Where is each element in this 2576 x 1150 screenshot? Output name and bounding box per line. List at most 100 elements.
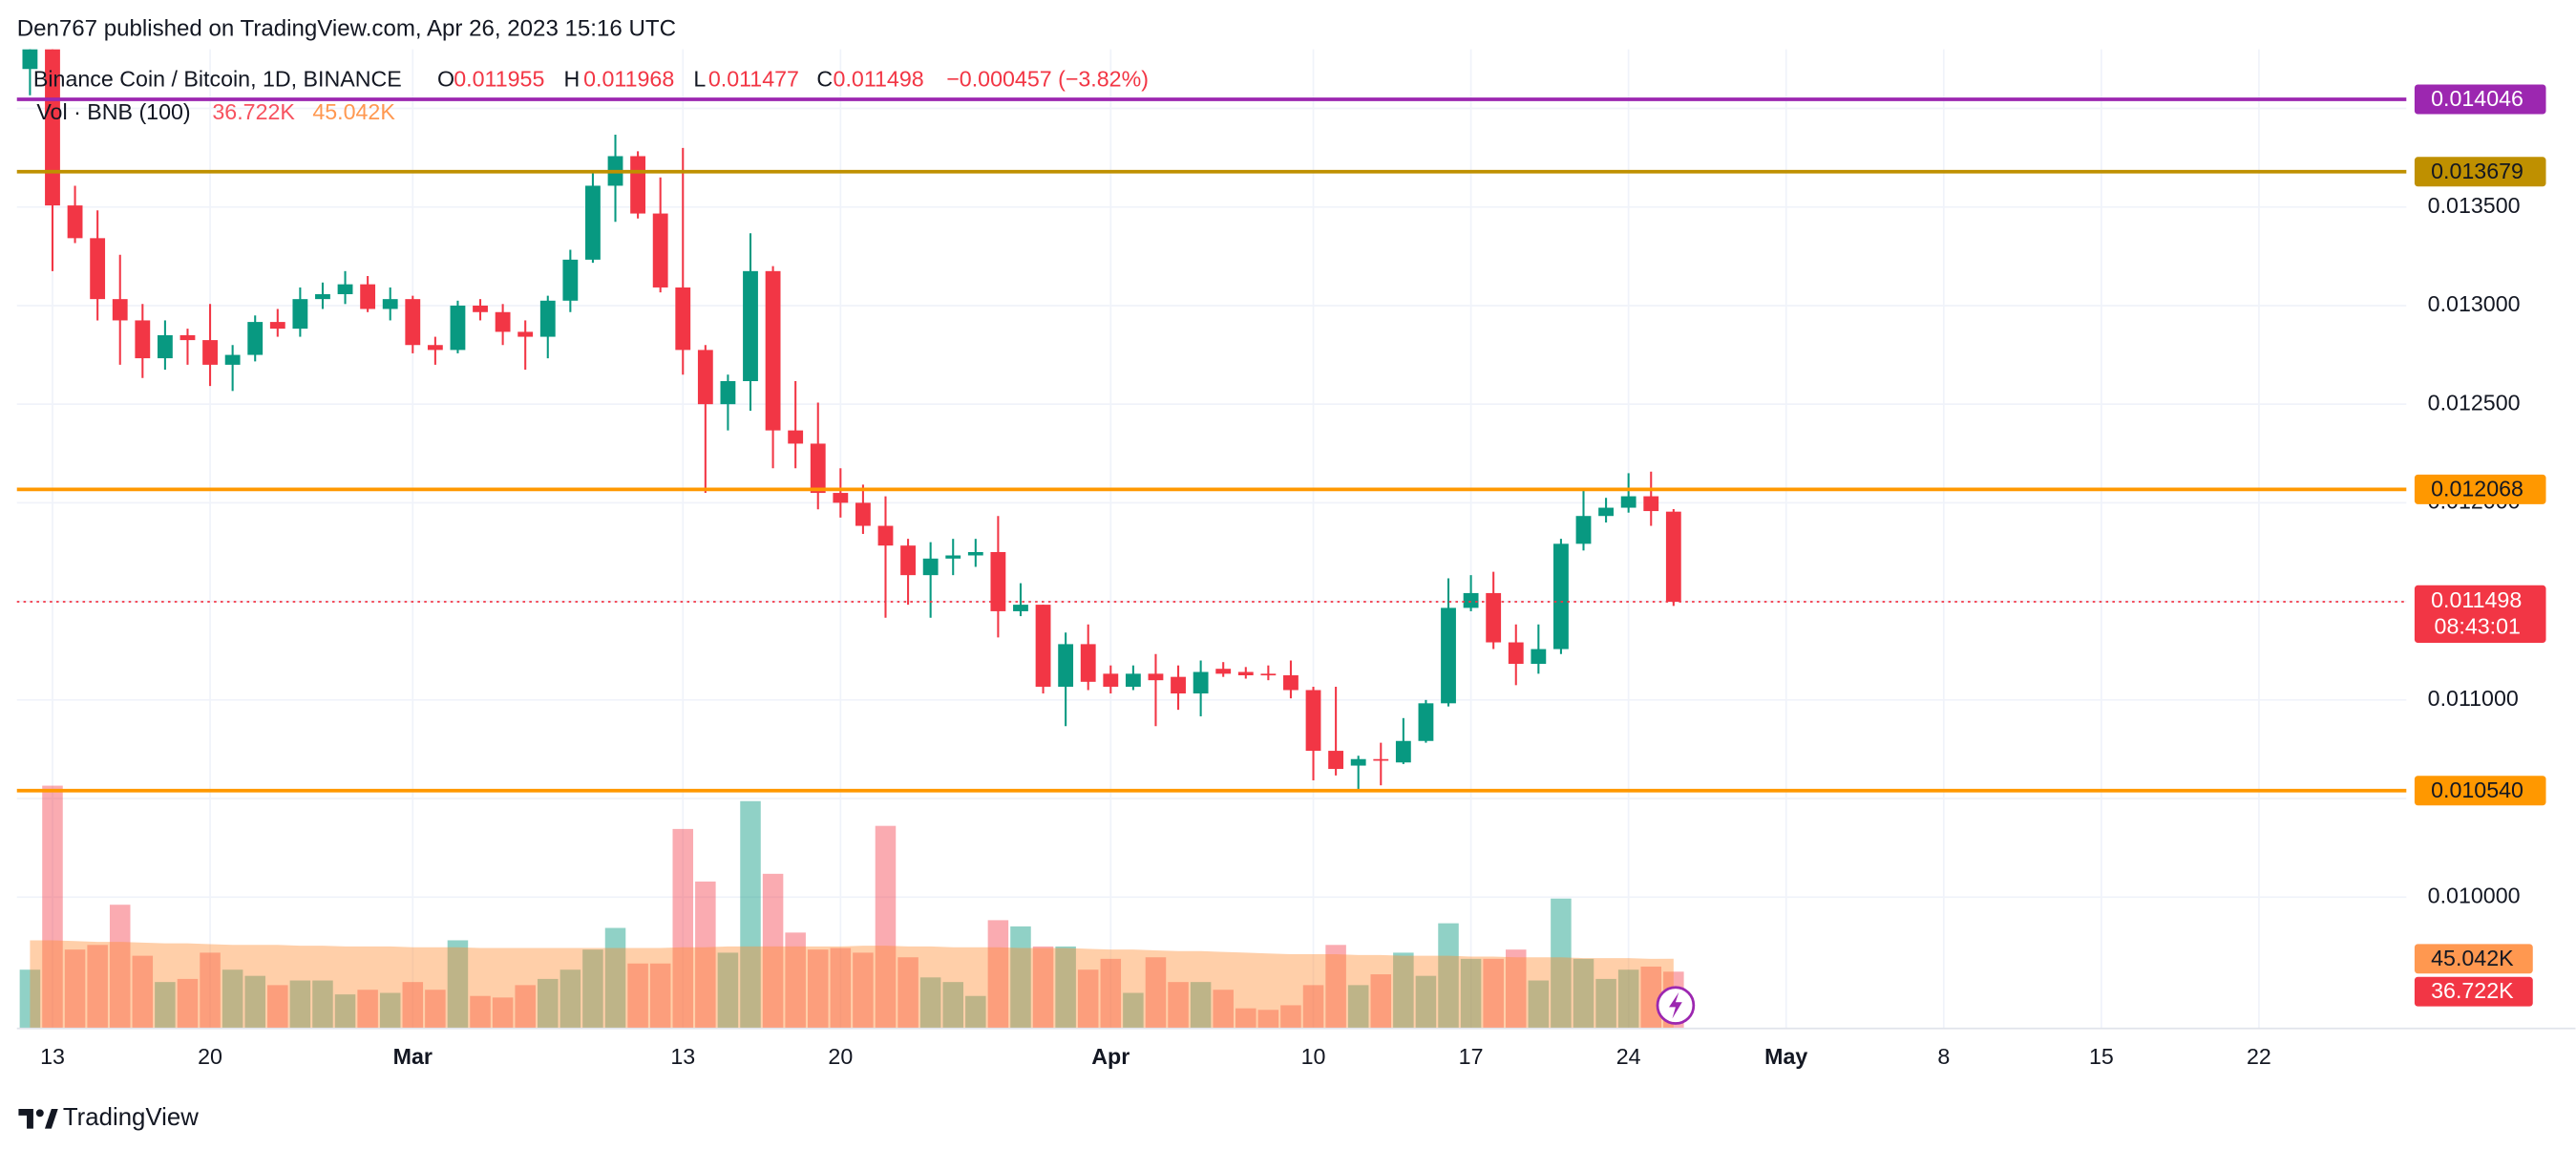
candle-body bbox=[1531, 649, 1547, 665]
x-tick-label: 8 bbox=[1937, 1044, 1950, 1069]
candle-body bbox=[135, 320, 151, 359]
volume-ma-label: 45.042K bbox=[2431, 946, 2514, 970]
candle-body bbox=[1575, 516, 1592, 544]
candle-body bbox=[1328, 751, 1344, 770]
candle-body bbox=[1441, 607, 1456, 704]
candle-body bbox=[224, 354, 241, 365]
x-tick-label: 13 bbox=[40, 1044, 65, 1069]
level-label-box bbox=[2414, 474, 2546, 504]
candle-body bbox=[562, 259, 579, 301]
volume-bar bbox=[289, 980, 311, 1029]
volume-bar bbox=[1483, 958, 1504, 1029]
candle-body bbox=[360, 284, 376, 309]
volume-bar bbox=[604, 927, 626, 1029]
ohlc-key: H bbox=[563, 66, 580, 91]
volume-bar bbox=[672, 828, 694, 1029]
candle-body bbox=[1598, 507, 1614, 517]
replay-icon[interactable] bbox=[1656, 986, 1696, 1025]
candle-body bbox=[1013, 605, 1028, 611]
volume-bar bbox=[897, 957, 918, 1029]
x-tick-label: 10 bbox=[1301, 1044, 1326, 1069]
logo-part bbox=[18, 1109, 33, 1129]
volume-bar bbox=[42, 785, 63, 1029]
x-tick-label: 24 bbox=[1616, 1044, 1641, 1069]
candle-body bbox=[22, 49, 38, 70]
ohlc-value: 0.011955 bbox=[454, 66, 544, 91]
volume-bar bbox=[64, 949, 86, 1029]
volume-bar bbox=[919, 977, 941, 1029]
volume-bar bbox=[447, 940, 469, 1029]
candle-body bbox=[1058, 644, 1074, 687]
volume-bar bbox=[649, 963, 671, 1029]
volume-bar bbox=[942, 982, 963, 1029]
volume-bar bbox=[1617, 969, 1639, 1029]
candle-body bbox=[90, 238, 106, 300]
candle-body bbox=[1103, 673, 1119, 687]
level-label: 0.010540 bbox=[2431, 777, 2523, 802]
footer-brand: TradingView bbox=[63, 1104, 199, 1131]
volume-bar bbox=[1551, 898, 1572, 1029]
candle-body bbox=[1463, 592, 1479, 608]
candle-body bbox=[990, 551, 1006, 611]
volume-ma-box bbox=[2414, 944, 2533, 974]
candle-body bbox=[405, 299, 421, 346]
volume-bar bbox=[987, 920, 1009, 1029]
volume-bar bbox=[1032, 946, 1054, 1029]
volume-bar bbox=[695, 881, 716, 1029]
last-price-box bbox=[2414, 585, 2546, 644]
volume-bar bbox=[1123, 992, 1144, 1029]
volume-bar bbox=[1235, 1008, 1256, 1029]
volume-bar bbox=[1213, 990, 1234, 1029]
candle-body bbox=[337, 284, 353, 294]
candle-body bbox=[1080, 644, 1096, 682]
volume-bar bbox=[1077, 969, 1099, 1029]
candle-body bbox=[765, 270, 781, 431]
volume-bar bbox=[1370, 974, 1392, 1029]
change: −0.000457 (−3.82%) bbox=[946, 66, 1149, 91]
volume-bar bbox=[1640, 966, 1662, 1029]
candle-body bbox=[1665, 511, 1681, 603]
grid bbox=[16, 49, 2407, 1029]
candle-body bbox=[720, 381, 736, 405]
volume-pane bbox=[19, 785, 1684, 1029]
symbol: Binance Coin / Bitcoin, 1D, BINANCE bbox=[33, 66, 402, 91]
candle-body bbox=[585, 185, 601, 260]
logo-part bbox=[35, 1109, 44, 1118]
candle-body bbox=[1620, 496, 1636, 508]
volume-bar bbox=[470, 995, 491, 1029]
candle-body bbox=[900, 545, 916, 576]
volume-bar bbox=[1415, 975, 1437, 1029]
volume-ma-area bbox=[30, 940, 1674, 1029]
volume-bar bbox=[1438, 923, 1459, 1029]
x-tick-label: May bbox=[1764, 1044, 1807, 1069]
ohlc-key: C bbox=[816, 66, 833, 91]
candle-body bbox=[1395, 740, 1411, 763]
volume-bar bbox=[762, 873, 784, 1029]
x-tick-label: Mar bbox=[393, 1044, 433, 1069]
candle-body bbox=[315, 293, 330, 300]
candle-body bbox=[855, 502, 871, 526]
candle-body bbox=[202, 340, 218, 365]
candle-body bbox=[1193, 671, 1209, 693]
volume-bar bbox=[1460, 958, 1482, 1029]
candle-body bbox=[1035, 605, 1051, 687]
candle-body bbox=[652, 213, 668, 288]
candle-body bbox=[450, 305, 466, 351]
volume-bar bbox=[1595, 978, 1616, 1029]
volume-bar bbox=[853, 952, 874, 1029]
candle-body bbox=[1486, 592, 1502, 643]
ohlc-value: 0.011477 bbox=[708, 66, 799, 91]
volume-bar bbox=[1280, 1005, 1301, 1029]
level-label: 0.012068 bbox=[2431, 476, 2523, 500]
icon-bolt[interactable] bbox=[1669, 991, 1682, 1019]
x-tick-label: 20 bbox=[198, 1044, 222, 1069]
volume-bar bbox=[132, 955, 154, 1029]
logo-part bbox=[44, 1109, 58, 1129]
volume-bar bbox=[1573, 958, 1594, 1029]
volume-bar bbox=[492, 997, 514, 1029]
volume-bar bbox=[1325, 945, 1346, 1029]
volume-bar bbox=[87, 945, 108, 1029]
candle-body bbox=[539, 300, 556, 337]
candle-body bbox=[1643, 496, 1659, 512]
candle-body bbox=[1215, 669, 1232, 674]
